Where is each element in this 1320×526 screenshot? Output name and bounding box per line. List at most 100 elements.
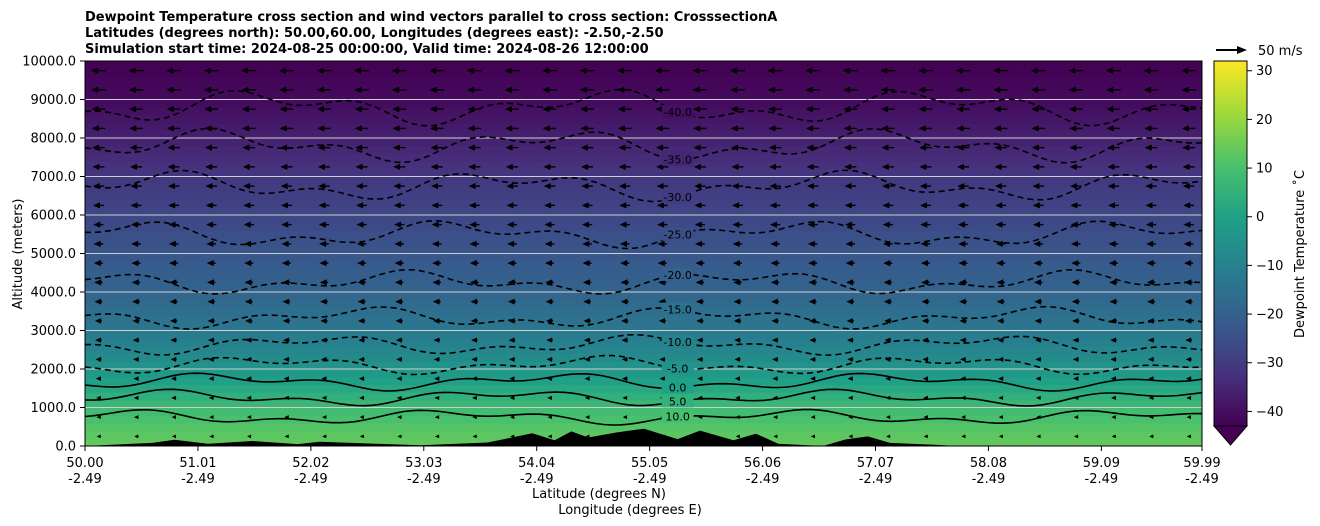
wind-arrow-head <box>207 337 214 343</box>
wind-arrow-head <box>1111 434 1116 439</box>
wind-arrow-head <box>467 144 475 151</box>
wind-arrow-head <box>579 86 587 94</box>
wind-arrow-head <box>847 337 853 343</box>
y-tick-label: 2000.0 <box>31 363 77 378</box>
wind-arrow-head <box>1111 415 1116 420</box>
wind-arrow-head <box>91 86 99 94</box>
y-tick-label: 10000.0 <box>22 55 76 70</box>
field-band <box>85 353 1202 362</box>
wind-arrow-head <box>355 144 363 151</box>
wind-arrow-head <box>433 318 440 324</box>
x-tick-label-lon: -2.49 <box>1185 472 1219 487</box>
wind-arrow-head <box>1073 415 1079 420</box>
wind-arrow-head <box>358 337 365 343</box>
wind-arrow-head <box>204 105 212 113</box>
field-band <box>85 199 1202 208</box>
wind-arrow-head <box>130 182 138 190</box>
wind-arrow-head <box>93 221 101 228</box>
wind-arrow-head <box>1072 337 1079 343</box>
wind-arrow-head <box>392 125 400 132</box>
colorbar-tick-label: −40 <box>1256 405 1283 420</box>
contour-lines <box>85 88 1202 426</box>
wind-arrow-head <box>1073 395 1079 401</box>
wind-arrow-head <box>133 395 139 401</box>
wind-arrow-head <box>1035 376 1041 381</box>
wind-arrow-head <box>505 125 513 132</box>
wind-arrow-head <box>207 298 214 305</box>
wind-arrow-head <box>997 376 1004 381</box>
wind-arrow-head <box>244 259 252 267</box>
colorbar: −40 −30 −20 −10 0 10 20 30 Dewpoint Temperature… <box>1212 60 1308 446</box>
wind-arrow-head <box>731 144 739 151</box>
colorbar-extend-min <box>1212 425 1249 446</box>
x-tick-label-lon: -2.49 <box>746 472 780 487</box>
contour-line <box>85 388 1202 407</box>
wind-arrow-head <box>1070 202 1078 209</box>
wind-arrow-head <box>809 318 816 324</box>
wind-arrow-head <box>206 240 214 248</box>
wind-arrow-head <box>203 67 211 74</box>
wind-arrow-head <box>617 67 625 74</box>
wind-arrow-head <box>994 182 1002 190</box>
wind-arrow-head <box>356 240 364 248</box>
wind-arrow-head <box>731 163 739 171</box>
field-band <box>85 184 1202 193</box>
wind-arrow-head <box>771 318 778 324</box>
contour-label-bg <box>661 394 694 408</box>
y-tick-label: 9000.0 <box>31 93 77 108</box>
wind-arrow-head <box>959 298 966 305</box>
field-band <box>85 407 1202 416</box>
field-band <box>85 161 1202 170</box>
wind-arrow-head <box>471 376 477 381</box>
wind-arrow-head <box>132 318 139 324</box>
wind-arrow-head <box>1182 182 1190 190</box>
wind-arrow-head <box>806 163 814 171</box>
wind-arrow-head <box>583 298 590 305</box>
wind-arrow-head <box>655 105 663 113</box>
wind-arrow-head <box>470 279 478 286</box>
wind-arrow-head <box>1184 298 1192 305</box>
field-band <box>85 261 1202 270</box>
field-band <box>85 153 1202 162</box>
wind-arrow-head <box>961 434 966 439</box>
x-tick-label-lon: -2.49 <box>407 472 441 487</box>
wind-arrow-head <box>580 105 588 113</box>
wind-arrow-head <box>618 182 626 190</box>
wind-arrow-head <box>809 337 816 343</box>
x-tick-label-lat: 57.07 <box>857 456 894 471</box>
wind-arrow-head <box>1034 337 1041 343</box>
wind-arrow-head <box>467 86 475 94</box>
wind-arrow-head <box>509 376 515 381</box>
wind-arrow-head <box>1071 240 1079 248</box>
wind-arrow-head <box>244 279 252 286</box>
wind-arrow-head <box>1106 105 1114 113</box>
wind-arrow-head <box>1105 67 1113 74</box>
wind-arrow-head <box>810 434 816 439</box>
wind-arrow-head <box>693 163 701 171</box>
x-tick-label-lon: -2.49 <box>859 472 893 487</box>
wind-arrow-head <box>283 376 289 381</box>
wind-arrow-head <box>543 144 551 151</box>
wind-arrow-head <box>543 163 551 171</box>
wind-arrow-head <box>655 144 663 151</box>
wind-arrow-head <box>584 376 590 381</box>
wind-arrow-head <box>128 67 136 74</box>
x-tick-label-lat: 55.05 <box>631 456 668 471</box>
field-band <box>85 168 1202 178</box>
contour-label-bg <box>661 152 694 166</box>
wind-arrow-head <box>170 376 177 381</box>
wind-arrow-head <box>129 163 137 171</box>
colorbar-tick-label: −20 <box>1256 308 1283 323</box>
wind-arrow-head <box>316 86 324 94</box>
wind-arrow-head <box>882 221 890 228</box>
wind-arrow-head <box>280 144 288 151</box>
y-tick-label: 6000.0 <box>31 209 77 224</box>
wind-arrow-head <box>655 86 663 94</box>
wind-arrow-head <box>1032 202 1040 209</box>
wind-arrow-head <box>1073 376 1079 381</box>
wind-arrow-head <box>583 337 590 343</box>
wind-arrow-head <box>618 144 626 151</box>
wind-arrow-head <box>772 376 778 381</box>
contour-label-bg <box>661 104 694 118</box>
wind-arrow-head <box>320 298 327 305</box>
